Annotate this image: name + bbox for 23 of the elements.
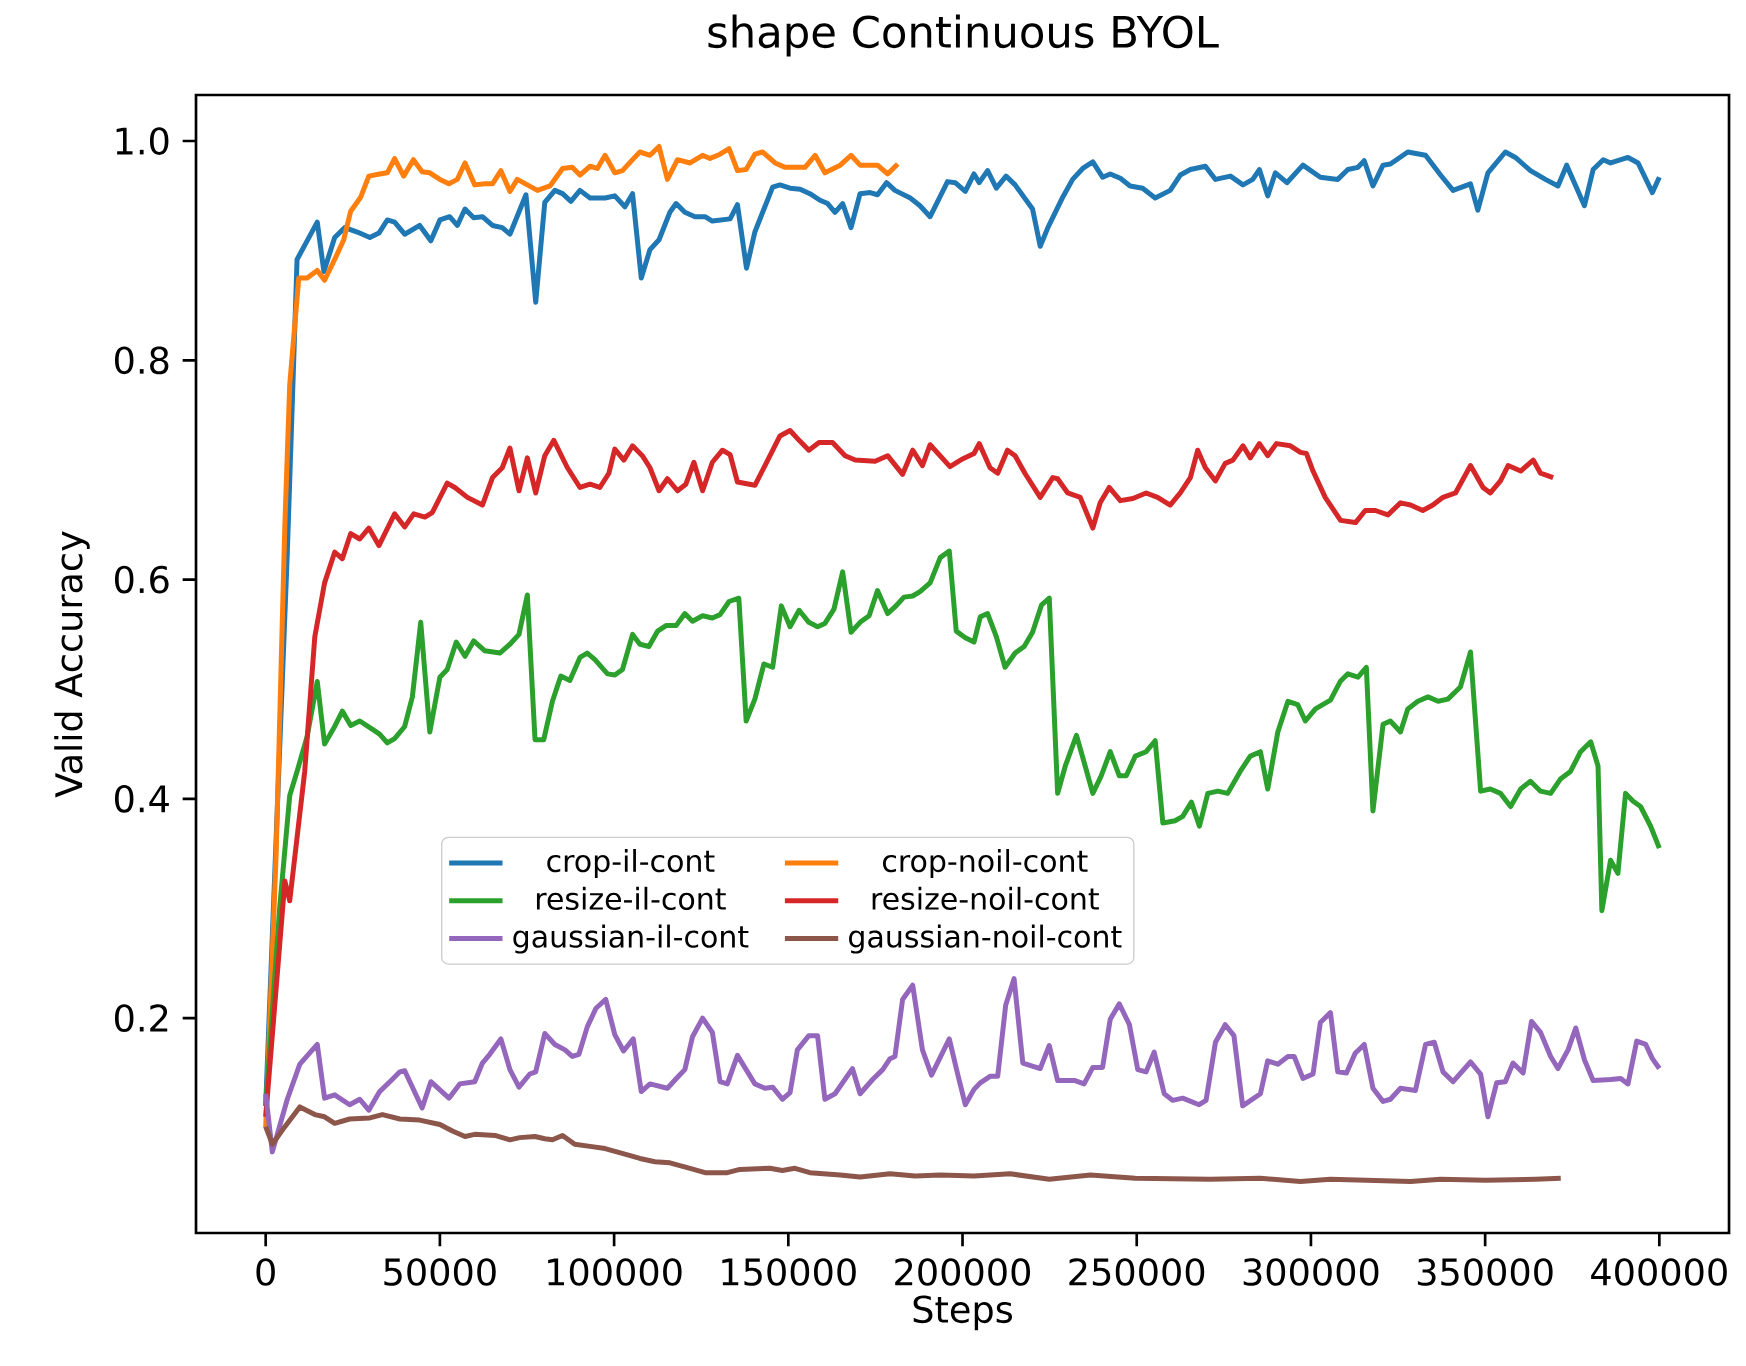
y-tick-label: 0.4 [114, 785, 169, 813]
y-axis-title: Valid Accuracy [54, 531, 90, 798]
x-tick-label: 350000 [1417, 1258, 1553, 1286]
legend-label: crop-il-cont [547, 849, 715, 879]
x-tick-label: 250000 [1069, 1258, 1205, 1286]
x-tick-label: 150000 [722, 1258, 856, 1286]
legend-label: gaussian-noil-cont [849, 924, 1122, 954]
x-tick-label: 100000 [548, 1258, 682, 1286]
y-tick-label: 0.2 [114, 1004, 168, 1032]
x-tick-label: 0 [256, 1258, 275, 1286]
chart-title: shape Continuous BYOL [708, 14, 1219, 57]
x-tick-label: 300000 [1243, 1258, 1379, 1286]
legend-label: crop-noil-cont [883, 849, 1088, 879]
x-tick-label: 50000 [384, 1258, 496, 1286]
legend-label: resize-il-cont [536, 886, 726, 910]
x-tick-label: 400000 [1591, 1258, 1727, 1286]
x-tick-label: 200000 [895, 1258, 1030, 1286]
legend-label: resize-noil-cont [872, 886, 1099, 910]
y-tick-label: 0.8 [114, 346, 169, 375]
x-axis-title: Steps [913, 1295, 1013, 1331]
legend-label: gaussian-il-cont [513, 924, 749, 954]
y-tick-label: 0.6 [114, 565, 169, 594]
y-tick-label: 1.0 [116, 127, 169, 155]
